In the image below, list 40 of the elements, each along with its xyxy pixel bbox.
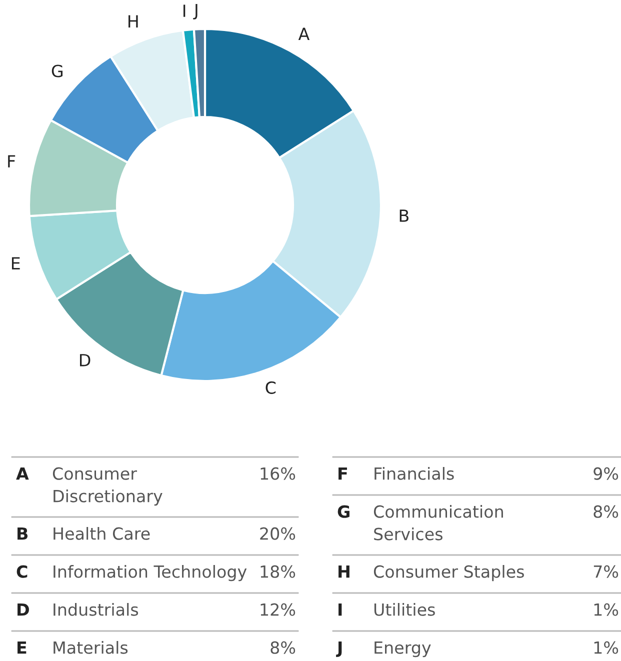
slice-label: I — [184, 4, 186, 17]
text: Communication Services — [374, 505, 503, 540]
slice-label: B — [400, 210, 408, 222]
text: Financials — [374, 467, 454, 480]
text: 1% — [594, 641, 618, 654]
slice-label: D — [80, 354, 90, 366]
category-label: I — [338, 604, 342, 616]
category-label: C — [16, 565, 28, 578]
text: Consumer Discretionary — [52, 467, 162, 506]
category-label: B — [18, 528, 28, 540]
text: 16% — [260, 467, 296, 480]
text: 20% — [260, 527, 296, 540]
category-label: H — [338, 566, 350, 578]
slice-label: G — [52, 64, 63, 78]
category-label: E — [18, 642, 26, 654]
slice-label: F — [8, 155, 16, 168]
text: Information Technology — [54, 565, 247, 582]
text: 9% — [594, 467, 618, 480]
category-label: F — [338, 468, 347, 480]
text: 12% — [260, 603, 296, 616]
text: Industrials — [54, 603, 138, 616]
slice-label: A — [298, 28, 310, 40]
category-label: J — [336, 642, 342, 657]
text: 1% — [594, 603, 618, 616]
text: Consumer Staples — [374, 565, 524, 582]
slice-label: H — [128, 15, 138, 28]
category-label: A — [16, 468, 29, 480]
text: Energy — [374, 642, 431, 658]
text: Health Care — [54, 527, 150, 540]
text: 7% — [594, 565, 618, 578]
slice-label: J — [193, 4, 198, 20]
text: Materials — [54, 641, 128, 654]
slice-label: C — [266, 381, 276, 394]
slice-label: E — [12, 257, 20, 270]
text: Utilities — [374, 603, 435, 616]
text: 8% — [594, 505, 618, 518]
category-label: D — [18, 604, 29, 616]
text: 18% — [260, 565, 296, 578]
category-label: G — [338, 505, 350, 518]
text: 8% — [270, 641, 296, 654]
